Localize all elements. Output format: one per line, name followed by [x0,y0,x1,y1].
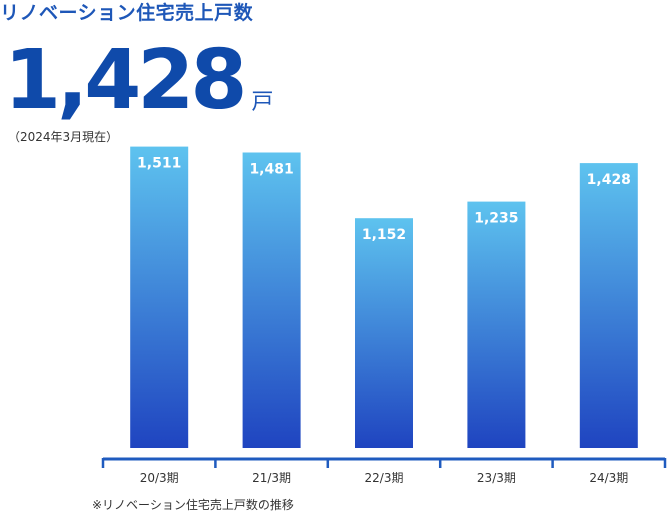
bar-1 [130,146,189,448]
x-tick-label-5: 24/3期 [589,471,628,485]
bars-layer: 1,511 1,481 1,152 1,235 1,428 [130,146,638,448]
bar-value-label-5: 1,428 [587,172,631,188]
bar-value-label-1: 1,511 [137,156,181,172]
bar-value-label-4: 1,235 [474,211,518,227]
footnote: ※リノベーション住宅売上戸数の推移 [92,498,294,512]
headline-value: 1,428 [4,33,247,128]
x-tick-label-3: 22/3期 [365,471,404,485]
headline-figure: 1,428 戸 [4,30,273,122]
bar-2 [242,152,301,448]
bar-4 [467,201,526,448]
bar-value-label-3: 1,152 [362,227,406,243]
as-of-date: （2024年3月現在） [8,130,119,144]
chart-title: リノベーション住宅売上戸数 [0,2,254,24]
x-tick-label-4: 23/3期 [477,471,516,485]
bar-5 [579,163,638,448]
bar-value-label-2: 1,481 [249,162,293,178]
headline-unit: 戸 [251,90,274,115]
x-tick-label-1: 20/3期 [140,471,179,485]
x-tick-label-2: 21/3期 [252,471,291,485]
bar-3 [355,218,413,448]
x-axis: 20/3期 21/3期 22/3期 23/3期 24/3期 [101,457,667,485]
